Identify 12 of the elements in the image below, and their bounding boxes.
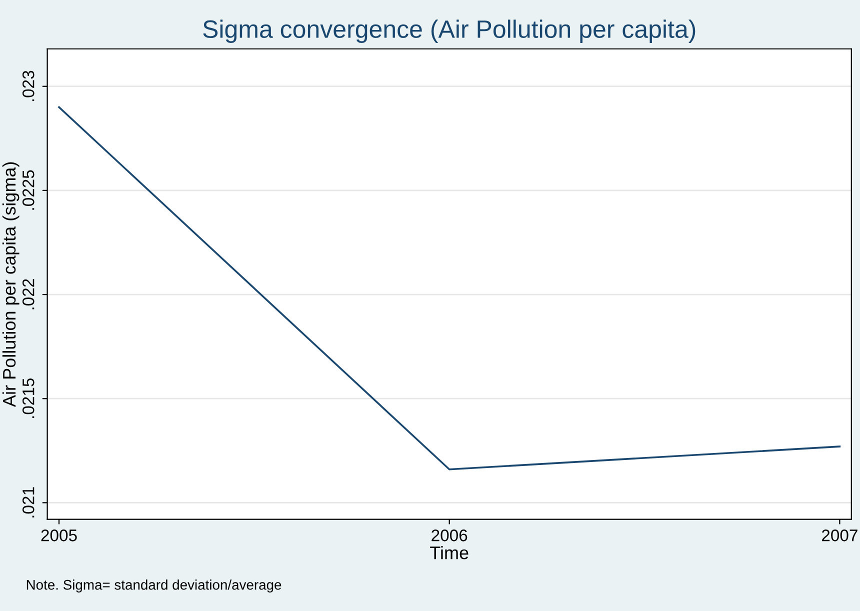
y-tick-label: .022 [22,279,34,310]
y-axis-title: Air Pollution per capita (sigma) [2,162,20,407]
y-tick-label: .0225 [22,170,34,210]
x-tick-label: 2007 [822,530,858,542]
y-tick-label: .023 [22,70,34,102]
y-tick-label: .021 [22,487,34,518]
x-axis-title: Time [430,546,468,560]
text: Note. Sigma= standard deviation/average [26,580,282,592]
y-tick-label: .0215 [22,378,34,418]
chart-title: Sigma convergence (Air Pollution per capita) [203,20,696,43]
x-tick-label: 2005 [41,530,77,542]
x-tick-label: 2006 [432,530,468,542]
